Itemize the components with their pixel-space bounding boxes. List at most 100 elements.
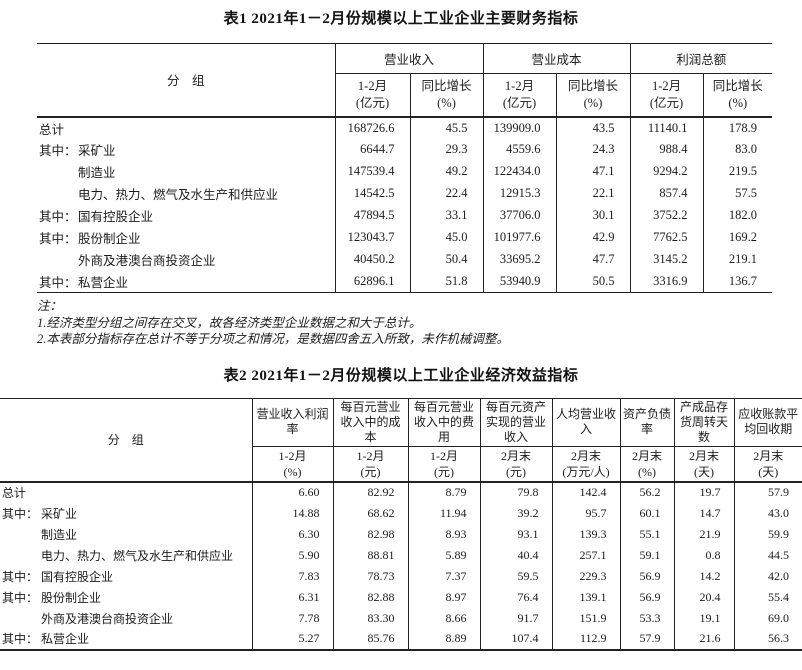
row-name: 外商及港澳台商投资企业 — [78, 254, 216, 268]
table-row: 其中：私营企业 62896.1 51.8 53940.9 50.5 3316.9… — [37, 270, 773, 293]
table1-subheader: 同比增长 (%) — [702, 73, 773, 118]
cell-value: 14542.5 — [334, 182, 410, 205]
note-item: 2.本表部分指标存在总计不等于分项之和情况，是数据四舍五入所致，未作机械调整。 — [37, 332, 509, 346]
cell-value: 122434.0 — [482, 160, 557, 183]
cell-value: 7.78 — [251, 607, 333, 629]
note-item: 1.经济类型分组之间存在交叉，故各经济类型企业数据之和大于总计。 — [37, 315, 422, 330]
cell-value: 45.5 — [409, 116, 484, 139]
cell-value: 88.81 — [332, 544, 408, 566]
cell-value: 123043.7 — [334, 226, 410, 249]
cell-value: 178.9 — [702, 116, 773, 139]
table-row: 其中： 股份制企业 6.31 82.88 8.97 76.4 139.1 56.9… — [0, 586, 802, 608]
cell-value: 42.9 — [555, 226, 631, 249]
cell-value: 6644.7 — [334, 138, 410, 161]
table2-subheader: 1-2月 (%) — [251, 446, 333, 483]
table-row: 外商及港澳台商投资企业 7.78 83.30 8.66 91.7 151.9 5… — [0, 607, 802, 629]
row-prefix: 其中： — [2, 590, 39, 605]
table2-title: 表2 2021年1－2月份规模以上工业企业经济效益指标 — [223, 367, 579, 384]
cell-value: 45.0 — [409, 226, 484, 249]
table2-subheader: 1-2月 (元) — [332, 446, 408, 483]
table-row: 外商及港澳台商投资企业 40450.2 50.4 33695.2 47.7 31… — [37, 248, 773, 271]
table2-group-col-header: 分 组 — [0, 398, 252, 483]
row-label: 其中：国有控股企业 — [37, 205, 335, 227]
table2-group-header-row: 分 组 营业收入利润率 每百元营业收入中的成本 每百元营业收入中的费用 每百元资… — [0, 398, 802, 483]
table1-body: 总计 168726.6 45.5 139909.0 43.5 11140.1 1… — [37, 116, 773, 293]
table-row: 制造业 6.30 82.98 8.93 93.1 139.3 55.1 21.9… — [0, 523, 802, 545]
cell-value: 136.7 — [702, 270, 773, 293]
row-name: 私营企业 — [41, 632, 90, 646]
cell-value: 3145.2 — [629, 248, 704, 271]
cell-value: 147539.4 — [334, 160, 410, 183]
cell-value: 139.3 — [551, 523, 620, 545]
cell-value: 151.9 — [551, 607, 620, 629]
row-label: 外商及港澳台商投资企业 — [37, 249, 335, 271]
cell-value: 3752.2 — [629, 204, 704, 227]
cell-value: 8.66 — [407, 607, 480, 629]
cell-value: 69.0 — [733, 607, 802, 629]
cell-value: 47.1 — [555, 160, 631, 183]
cell-value: 3316.9 — [629, 270, 704, 293]
row-prefix: 其中： — [2, 569, 39, 584]
table2-subheader: 2月末 (天) — [733, 446, 802, 483]
row-label: 电力、热力、燃气及水生产和供应业 — [37, 183, 335, 205]
cell-value: 85.76 — [332, 628, 408, 650]
cell-value: 169.2 — [702, 226, 773, 249]
cell-value: 988.4 — [629, 138, 704, 161]
row-prefix: 其中： — [39, 275, 77, 290]
table-row: 电力、热力、燃气及水生产和供应业 14542.5 22.4 12915.3 22… — [37, 182, 773, 205]
cell-value: 5.89 — [407, 544, 480, 566]
table2-col-revenue-per-capita: 人均营业收入 — [551, 398, 620, 447]
cell-value: 59.5 — [479, 565, 552, 587]
cell-value: 24.3 — [555, 138, 631, 161]
table-row: 其中： 国有控股企业 7.83 78.73 7.37 59.5 229.3 56.… — [0, 565, 802, 587]
cell-value: 5.27 — [251, 628, 333, 650]
cell-value: 7.83 — [251, 565, 333, 587]
cell-value: 139.1 — [551, 586, 620, 608]
cell-value: 39.2 — [479, 502, 552, 524]
table2-sub-header-row: 1-2月 (%) 1-2月 (元) 1-2月 (元) 2月末 (元) 2月末 (万元/人)… — [0, 446, 802, 483]
cell-value: 53940.9 — [482, 270, 557, 293]
notes-label: 注： — [37, 299, 63, 313]
cell-value: 14.7 — [673, 502, 734, 524]
cell-value: 14.2 — [673, 565, 734, 587]
table1-subheader: 同比增长 (%) — [409, 73, 484, 118]
cell-value: 257.1 — [551, 544, 620, 566]
cell-value: 53.3 — [619, 607, 674, 629]
table2-col-receivables-period: 应收账款平均回收期 — [733, 398, 802, 447]
cell-value: 8.89 — [407, 628, 480, 650]
cell-value: 6.60 — [251, 481, 333, 503]
cell-value: 68.62 — [332, 502, 408, 524]
table2-col-profit-margin: 营业收入利润率 — [251, 398, 333, 447]
table1-subheader: 1-2月 (亿元) — [629, 73, 704, 118]
cell-value: 55.1 — [619, 523, 674, 545]
cell-value: 50.5 — [555, 270, 631, 293]
cell-value: 40450.2 — [334, 248, 410, 271]
cell-value: 50.4 — [409, 248, 484, 271]
cell-value: 8.93 — [407, 523, 480, 545]
cell-value: 6.30 — [251, 523, 333, 545]
cell-value: 56.2 — [619, 481, 674, 503]
table2-subheader: 2月末 (天) — [673, 446, 734, 483]
cell-value: 4559.6 — [482, 138, 557, 161]
table-row: 制造业 147539.4 49.2 122434.0 47.1 9294.2 2… — [37, 160, 773, 183]
cell-value: 8.97 — [407, 586, 480, 608]
cell-value: 139909.0 — [482, 116, 557, 139]
cell-value: 219.1 — [702, 248, 773, 271]
row-label: 电力、热力、燃气及水生产和供应业 — [0, 545, 252, 566]
table1-header: 分 组 营业收入 营业成本 利润总额 1-2月 (亿元) 同比增长 (%) 1-2月… — [37, 43, 773, 118]
cell-value: 22.1 — [555, 182, 631, 205]
cell-value: 5.90 — [251, 544, 333, 566]
cell-value: 7762.5 — [629, 226, 704, 249]
cell-value: 43.5 — [555, 116, 631, 139]
row-label: 总计 — [0, 482, 252, 503]
cell-value: 56.9 — [619, 586, 674, 608]
cell-value: 83.30 — [332, 607, 408, 629]
cell-value: 22.4 — [409, 182, 484, 205]
table-row: 总计 168726.6 45.5 139909.0 43.5 11140.1 1… — [37, 116, 773, 139]
cell-value: 19.7 — [673, 481, 734, 503]
cell-value: 219.5 — [702, 160, 773, 183]
table-row: 其中：股份制企业 123043.7 45.0 101977.6 42.9 776… — [37, 226, 773, 249]
cell-value: 78.73 — [332, 565, 408, 587]
row-name: 采矿业 — [41, 506, 78, 521]
table-row: 其中：采矿业 6644.7 29.3 4559.6 24.3 988.4 83.… — [37, 138, 773, 161]
